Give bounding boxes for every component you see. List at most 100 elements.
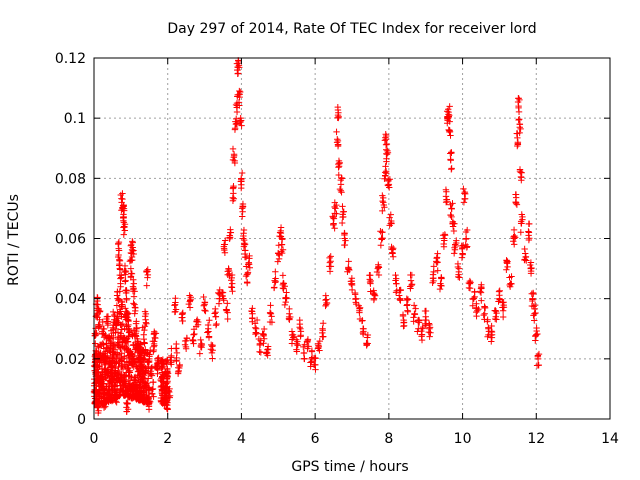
roti-point	[164, 365, 171, 373]
roti-point	[139, 375, 146, 383]
roti-point	[268, 319, 276, 326]
x-tick-label: 2	[163, 431, 172, 447]
roti-point	[189, 336, 196, 344]
roti-point	[491, 307, 498, 314]
roti-point	[109, 308, 117, 316]
roti-point	[421, 307, 429, 315]
roti-point	[399, 312, 407, 320]
roti-point	[113, 379, 121, 386]
roti-point	[517, 220, 525, 227]
roti-point	[526, 261, 534, 269]
roti-point	[100, 404, 108, 411]
roti-point	[229, 185, 237, 192]
roti-point	[94, 409, 102, 417]
roti-point	[477, 283, 485, 291]
roti-point	[510, 226, 518, 234]
roti-point	[97, 341, 105, 348]
roti-point	[132, 330, 140, 337]
roti-point	[382, 168, 390, 175]
roti-point	[235, 91, 242, 98]
roti-point	[94, 399, 101, 406]
roti-point	[120, 205, 128, 212]
roti-point	[110, 355, 117, 362]
roti-point	[119, 343, 126, 350]
roti-point	[450, 250, 458, 257]
roti-point	[109, 363, 116, 371]
roti-point	[534, 352, 542, 359]
roti-point	[314, 345, 322, 352]
x-tick-label: 10	[454, 431, 472, 447]
roti-point	[115, 363, 122, 370]
roti-point	[231, 159, 239, 167]
roti-point	[319, 329, 326, 337]
roti-point	[231, 124, 239, 132]
roti-point	[286, 305, 293, 313]
roti-point	[94, 362, 101, 370]
roti-point	[348, 280, 355, 288]
roti-point	[279, 246, 287, 253]
roti-point	[245, 261, 252, 268]
roti-point	[446, 118, 453, 125]
roti-point	[149, 385, 157, 393]
roti-point	[152, 334, 159, 342]
roti-point	[397, 287, 404, 294]
roti-point	[140, 388, 148, 395]
roti-point	[130, 382, 137, 389]
roti-point	[454, 263, 462, 271]
roti-point	[253, 316, 261, 324]
roti-point	[204, 329, 211, 336]
roti-point	[122, 277, 129, 284]
roti-point	[303, 338, 311, 346]
roti-point	[238, 122, 245, 129]
roti-point	[445, 126, 452, 134]
roti-point	[111, 383, 119, 390]
roti-point	[108, 364, 115, 371]
roti-point	[121, 262, 129, 270]
roti-point	[190, 331, 197, 338]
roti-point	[115, 238, 123, 246]
roti-point	[459, 251, 466, 258]
roti-point	[503, 257, 510, 264]
roti-point	[164, 399, 171, 406]
roti-point	[141, 322, 149, 330]
roti-point	[481, 310, 488, 317]
roti-point	[434, 267, 441, 274]
roti-point	[403, 295, 410, 302]
roti-point	[433, 258, 440, 265]
roti-point	[499, 313, 507, 321]
roti-point	[528, 290, 535, 297]
roti-point	[109, 324, 116, 331]
roti-point	[119, 214, 127, 222]
roti-point	[488, 334, 496, 341]
roti-point	[339, 203, 346, 210]
roti-point	[311, 354, 319, 362]
roti-point	[100, 396, 108, 404]
roti-point	[228, 274, 235, 282]
roti-point	[147, 368, 154, 375]
roti-point	[319, 333, 327, 340]
roti-point	[239, 200, 247, 208]
roti-point	[334, 114, 341, 121]
roti-point	[264, 346, 271, 353]
roti-point	[342, 237, 349, 244]
roti-point	[348, 275, 356, 282]
roti-point	[121, 227, 129, 234]
roti-point	[488, 338, 495, 345]
roti-point	[249, 318, 256, 325]
roti-point	[224, 315, 231, 323]
roti-point	[338, 189, 345, 196]
roti-point	[238, 181, 245, 188]
roti-point	[130, 352, 138, 359]
roti-point	[506, 283, 514, 290]
roti-point	[209, 355, 216, 362]
roti-point	[396, 296, 404, 303]
roti-point	[322, 292, 329, 299]
roti-point	[200, 293, 207, 301]
roti-point	[145, 357, 153, 365]
roti-point	[249, 305, 256, 312]
roti-point	[518, 176, 525, 184]
roti-point	[125, 326, 132, 333]
roti-point	[426, 324, 434, 331]
roti-point	[97, 349, 104, 357]
roti-point	[481, 303, 488, 310]
